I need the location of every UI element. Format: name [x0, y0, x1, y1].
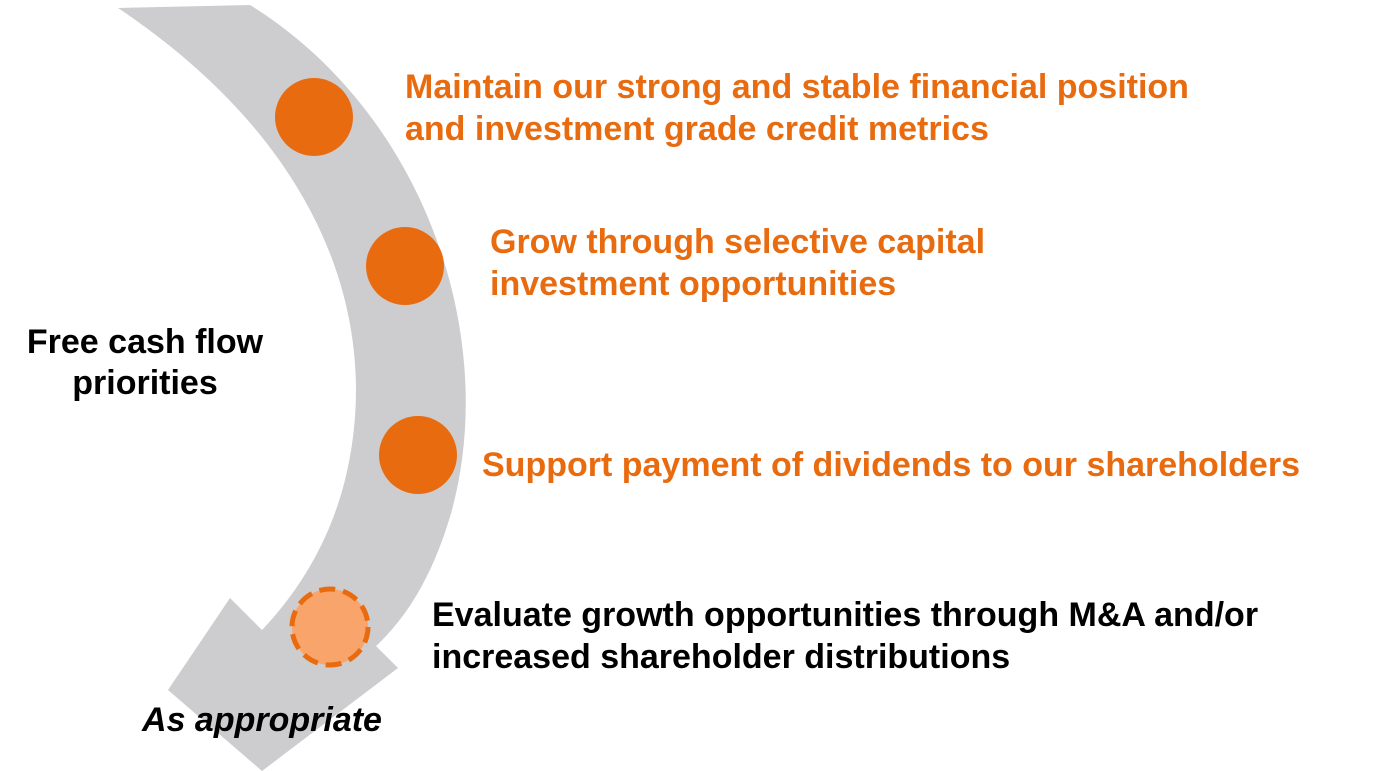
bullet: [379, 416, 457, 494]
priority-text: increased shareholder distributions: [432, 638, 1010, 676]
priority-text: and investment grade credit metrics: [405, 110, 989, 148]
priority-text: investment opportunities: [490, 265, 896, 303]
center-label: Free cash flow: [27, 323, 264, 361]
priority-text: Maintain our strong and stable financial…: [405, 68, 1189, 106]
bullet-dashed: [289, 586, 371, 668]
priority-text: Support payment of dividends to our shar…: [482, 446, 1300, 484]
curved-arrow: [118, 5, 466, 771]
footnote: As appropriate: [141, 701, 382, 739]
bullet: [275, 78, 353, 156]
center-label: priorities: [72, 364, 217, 402]
priority-text: Evaluate growth opportunities through M&…: [432, 596, 1258, 634]
bullet: [366, 227, 444, 305]
priority-text: Grow through selective capital: [490, 223, 985, 261]
